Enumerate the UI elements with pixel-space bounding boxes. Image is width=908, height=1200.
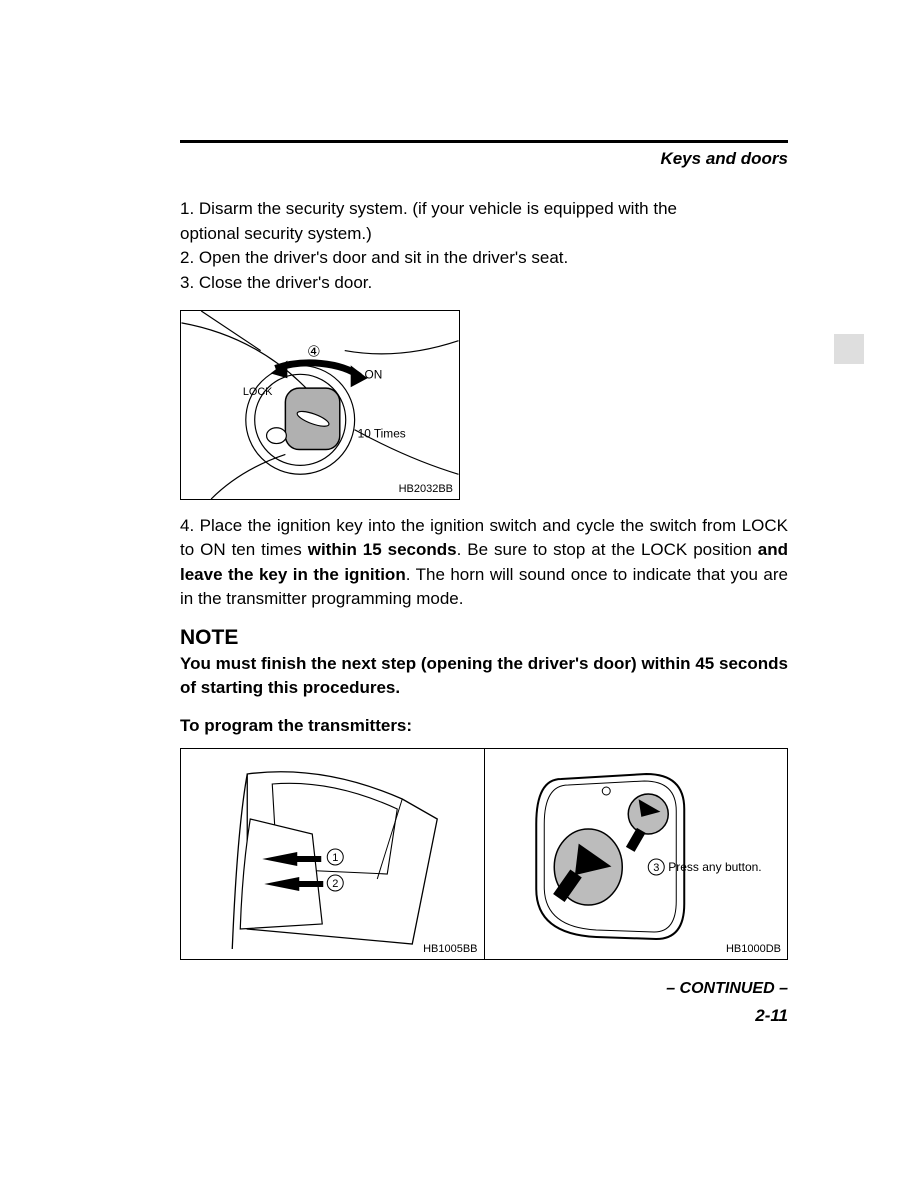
step4-bold1: within 15 seconds	[308, 540, 457, 559]
step-1-line2: optional security system.)	[180, 222, 788, 247]
label-lock: LOCK	[243, 386, 273, 398]
section-title: Keys and doors	[180, 149, 788, 169]
step-1-line1: 1. Disarm the security system. (if your …	[180, 197, 788, 222]
figure-door: 1 2 HB1005BB	[181, 749, 485, 959]
figure2-right-code: HB1000DB	[726, 943, 781, 955]
note-heading: NOTE	[180, 626, 788, 650]
remote-press-label: Press any button.	[668, 860, 761, 874]
page-container: Keys and doors 1. Disarm the security sy…	[0, 0, 908, 1200]
program-subheading: To program the transmitters:	[180, 716, 788, 736]
step4-mid: . Be sure to stop at the LOCK position	[457, 540, 758, 559]
figure-ignition: LOCK ON ④ 10 Times HB2032BB	[180, 310, 460, 500]
remote-label-3: 3	[653, 862, 659, 874]
figure-row: 1 2 HB1005BB	[180, 748, 788, 960]
figure1-code: HB2032BB	[399, 483, 453, 495]
label-on: ON	[365, 367, 383, 381]
ignition-illustration: LOCK ON ④ 10 Times	[181, 311, 459, 499]
figure-remote: 3 Press any button. HB1000DB	[485, 749, 788, 959]
header-rule	[180, 140, 788, 143]
door-illustration: 1 2	[181, 749, 484, 959]
page-number: 2-11	[180, 1006, 788, 1026]
note-text: You must finish the next step (opening t…	[180, 652, 788, 700]
remote-illustration: 3 Press any button.	[485, 749, 788, 959]
figure2-left-code: HB1005BB	[423, 943, 477, 955]
step-4: 4. Place the ignition key into the ignit…	[180, 514, 788, 613]
label-10times: 10 Times	[358, 426, 406, 440]
door-label-2: 2	[332, 878, 338, 890]
continued-marker: – CONTINUED –	[180, 980, 788, 998]
step-2: 2. Open the driver's door and sit in the…	[180, 246, 788, 271]
door-label-1: 1	[332, 852, 338, 864]
label-step4-circle: ④	[307, 344, 320, 360]
step-3: 3. Close the driver's door.	[180, 271, 788, 296]
